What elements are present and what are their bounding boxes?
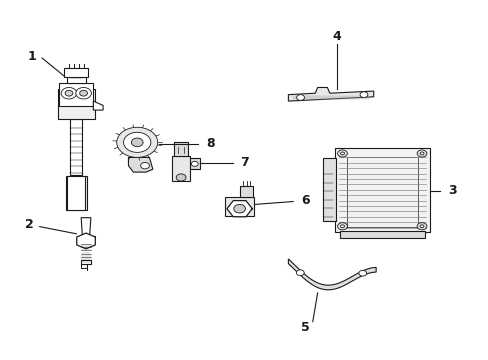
Circle shape: [296, 95, 304, 100]
Circle shape: [76, 87, 91, 99]
Circle shape: [131, 138, 143, 147]
Circle shape: [419, 225, 423, 228]
Text: 8: 8: [205, 137, 214, 150]
Circle shape: [141, 162, 149, 169]
Circle shape: [233, 204, 245, 213]
Polygon shape: [81, 218, 91, 239]
Text: 7: 7: [240, 156, 248, 168]
Polygon shape: [128, 157, 153, 172]
Circle shape: [123, 132, 151, 152]
Circle shape: [61, 87, 77, 99]
Bar: [66, 77, 86, 83]
Circle shape: [176, 174, 185, 181]
Bar: [339, 231, 424, 238]
Circle shape: [117, 127, 158, 157]
Bar: [224, 197, 254, 216]
Text: 3: 3: [447, 184, 456, 197]
Bar: [239, 186, 253, 197]
Circle shape: [296, 270, 304, 276]
Circle shape: [416, 150, 426, 157]
Bar: [65, 176, 87, 211]
Polygon shape: [189, 158, 199, 169]
Bar: [81, 260, 91, 264]
Bar: [174, 141, 187, 156]
Polygon shape: [93, 101, 103, 110]
Circle shape: [340, 225, 344, 228]
Circle shape: [419, 152, 423, 155]
Bar: [64, 68, 88, 77]
Text: 4: 4: [332, 30, 341, 43]
Polygon shape: [288, 259, 375, 290]
Bar: [172, 156, 189, 181]
Bar: [70, 119, 82, 175]
Bar: [322, 158, 335, 221]
Circle shape: [80, 90, 87, 96]
Circle shape: [358, 270, 366, 276]
Bar: [59, 83, 93, 107]
Bar: [334, 148, 429, 232]
Text: 1: 1: [28, 50, 37, 63]
Circle shape: [65, 90, 73, 96]
Circle shape: [337, 223, 346, 230]
Polygon shape: [77, 233, 95, 249]
Circle shape: [359, 92, 367, 98]
Text: 6: 6: [301, 194, 309, 207]
Circle shape: [340, 152, 344, 155]
Circle shape: [416, 223, 426, 230]
Circle shape: [337, 150, 346, 157]
Circle shape: [191, 161, 198, 166]
Bar: [346, 157, 417, 226]
Text: 5: 5: [301, 320, 309, 333]
Polygon shape: [288, 87, 373, 101]
Text: 2: 2: [24, 218, 33, 231]
Polygon shape: [226, 201, 252, 217]
Bar: [58, 89, 95, 119]
Bar: [67, 176, 85, 211]
